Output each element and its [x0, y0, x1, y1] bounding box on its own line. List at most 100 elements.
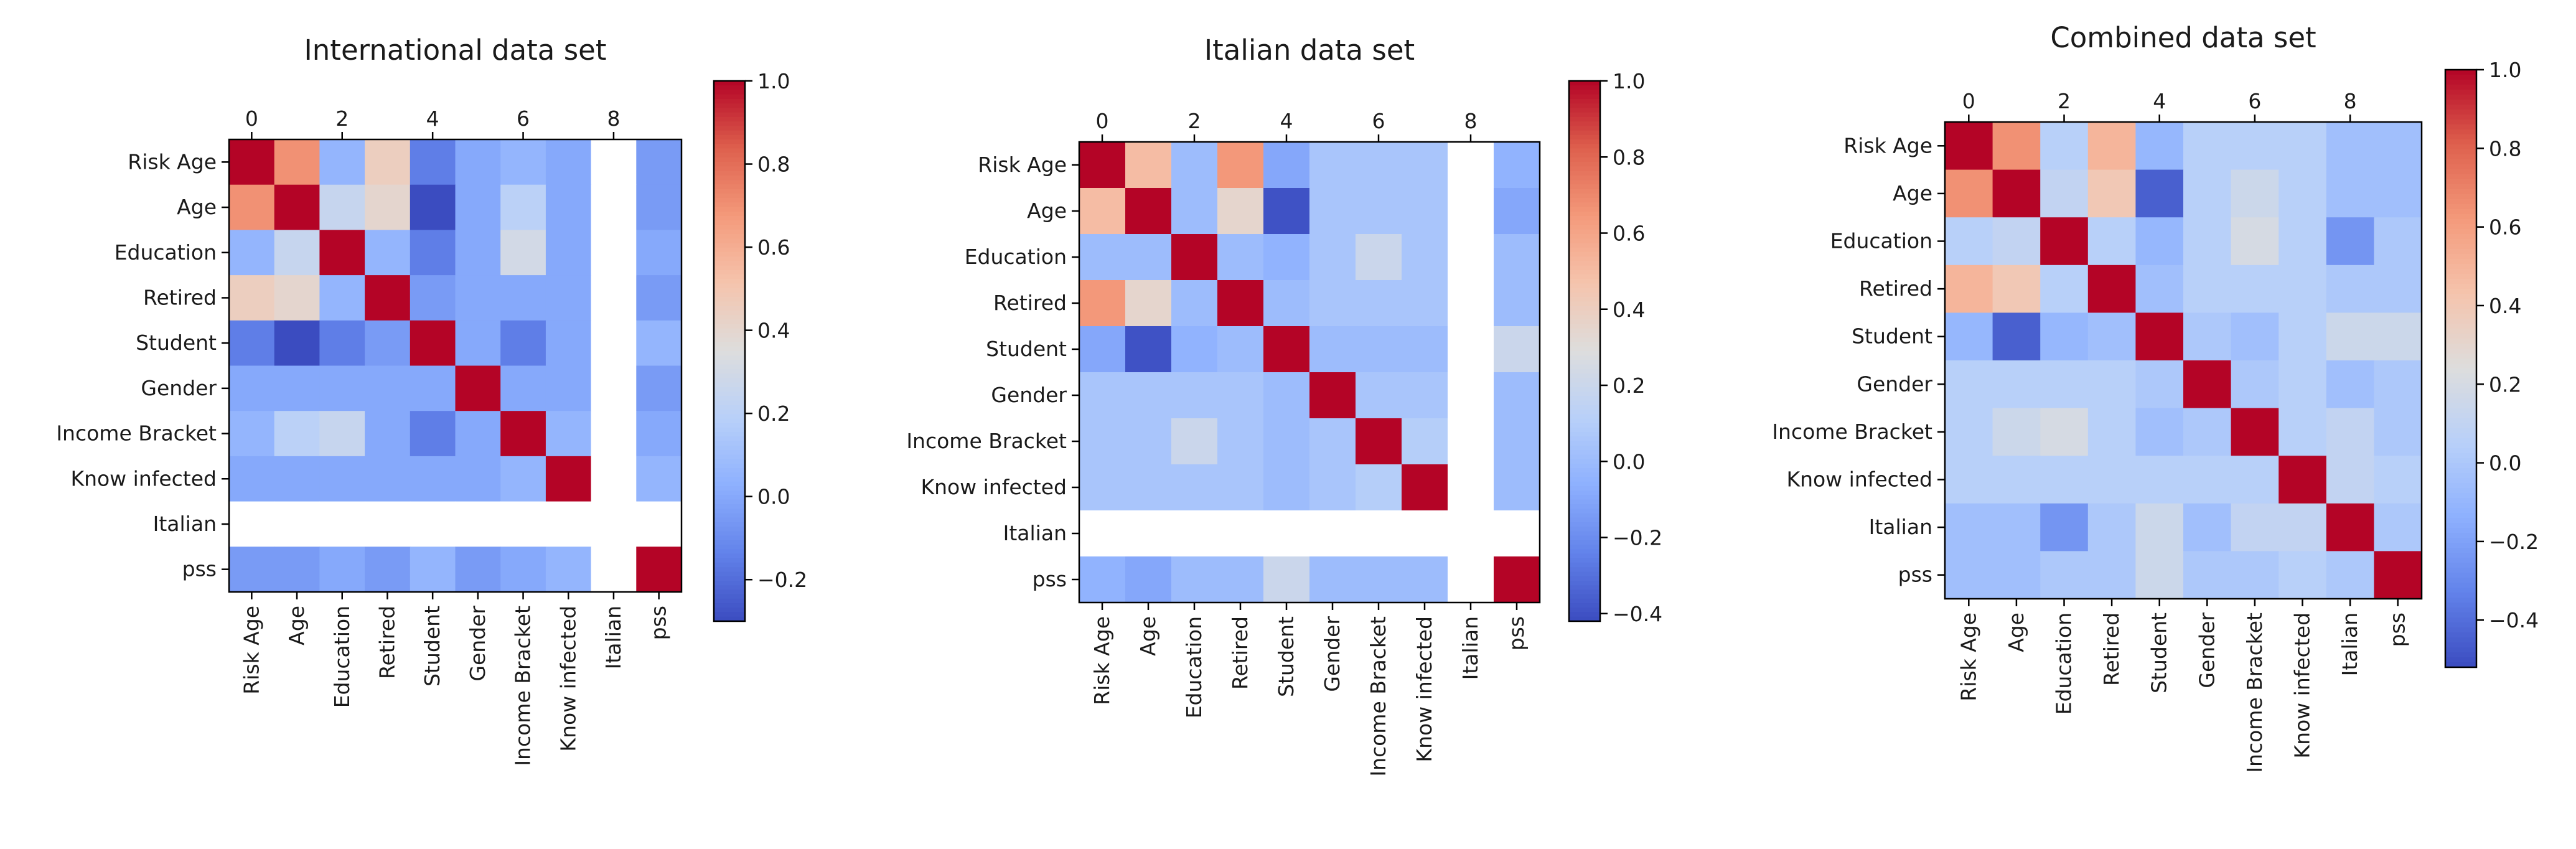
heatmap-cell [1494, 280, 1540, 327]
heatmap-cell [2087, 312, 2136, 361]
colorbar-segment [714, 427, 745, 433]
colorbar-segment [714, 477, 745, 482]
x-tick-label: Retired [2099, 612, 2124, 686]
colorbar-segment [714, 134, 745, 140]
colorbar-segment [2445, 503, 2476, 509]
heatmap-cell [274, 365, 320, 411]
colorbar-segment [714, 589, 745, 595]
heatmap-cell [229, 275, 275, 321]
heatmap-cell [1402, 464, 1448, 511]
heatmap-cell [2374, 265, 2422, 313]
y-tick-label: Education [965, 245, 1067, 269]
colorbar-segment [714, 301, 745, 307]
colorbar-segment [2445, 463, 2476, 469]
heatmap-cell [1309, 142, 1356, 189]
colorbar-segment [1569, 193, 1600, 199]
colorbar-segment [2445, 219, 2476, 225]
x-tick-label: Gender [1320, 616, 1344, 692]
heatmap-cell [545, 275, 592, 321]
colorbar-segment [2445, 299, 2476, 304]
heatmap-cell [2087, 503, 2136, 551]
colorbar-segment [1569, 562, 1600, 568]
x-tick-label: Income Bracket [2242, 612, 2267, 773]
y-tick-label: Age [177, 195, 217, 219]
heatmap-cell [1992, 503, 2041, 551]
heatmap-cell [2326, 122, 2374, 171]
heatmap-cell [2135, 169, 2184, 218]
colorbar-segment [714, 549, 745, 555]
colorbar-segment [2445, 334, 2476, 339]
heatmap-cell [1945, 551, 1993, 599]
heatmap-cell [2040, 312, 2089, 361]
heatmap-cell [2326, 408, 2374, 456]
colorbar-segment [1569, 481, 1600, 487]
colorbar-segment [2445, 533, 2476, 538]
x-tick-label: Age [2004, 612, 2028, 652]
colorbar-segment [714, 351, 745, 356]
colorbar-segment [1569, 157, 1600, 162]
heatmap-cell [1992, 169, 2041, 218]
heatmap-cell [500, 411, 546, 457]
colorbar-tick-label: 0.0 [1613, 449, 1645, 474]
heatmap-cell [1125, 510, 1172, 557]
colorbar-segment [714, 139, 745, 144]
heatmap-cell [636, 275, 682, 321]
colorbar-segment [2445, 194, 2476, 200]
colorbar-segment [2445, 115, 2476, 120]
colorbar-segment [2445, 438, 2476, 444]
colorbar-segment [714, 400, 745, 406]
colorbar-segment [714, 238, 745, 243]
heatmap-cell [2135, 265, 2184, 313]
colorbar-segment [1569, 576, 1600, 581]
colorbar-frame [713, 80, 746, 622]
y-tick-label: pss [182, 557, 217, 581]
heatmap-cell [636, 546, 682, 593]
heatmap-cell [1125, 280, 1172, 327]
heatmap-cell [1217, 556, 1264, 603]
colorbar-segment [1569, 432, 1600, 438]
colorbar-segment [2445, 538, 2476, 543]
heatmap-cell [1494, 510, 1540, 557]
heatmap-cell [2279, 169, 2327, 218]
heatmap-cell [229, 184, 275, 230]
colorbar-segment [1569, 540, 1600, 545]
colorbar-segment [1569, 549, 1600, 555]
colorbar-segment [2445, 169, 2476, 175]
heatmap-cell [455, 184, 501, 230]
heatmap-cell [2087, 169, 2136, 218]
heatmap-cell [2087, 265, 2136, 313]
heatmap-cell [2279, 456, 2327, 504]
heatmap-cell [636, 501, 682, 547]
y-tick-label: Know infected [920, 475, 1067, 499]
heatmap-cell [1263, 326, 1310, 373]
y-tick-label: Risk Age [128, 149, 217, 174]
heatmap-cell [1309, 372, 1356, 419]
heatmap-cell [1217, 326, 1264, 373]
heatmap-cell [636, 320, 682, 367]
heatmap-cell [1945, 265, 1993, 313]
colorbar-segment [2445, 657, 2476, 663]
colorbar-segment [1569, 333, 1600, 338]
colorbar-segment [714, 81, 745, 86]
colorbar-segment [1569, 509, 1600, 514]
heatmap-cell [2231, 312, 2279, 361]
colorbar-segment [2445, 583, 2476, 588]
colorbar-segment [1569, 108, 1600, 113]
colorbar-segment [2445, 553, 2476, 558]
heatmap-cell [2040, 169, 2089, 218]
colorbar-segment [2445, 408, 2476, 414]
colorbar-segment [714, 463, 745, 469]
colorbar-segment [1569, 144, 1600, 149]
heatmap-cell [229, 139, 275, 185]
x-tick-label: Student [2147, 612, 2171, 693]
colorbar-segment [1569, 585, 1600, 590]
colorbar-segment [2445, 558, 2476, 563]
heatmap-cell [500, 275, 546, 321]
colorbar-segment [714, 355, 745, 361]
heatmap-cell [2231, 408, 2279, 456]
heatmap-cell [591, 275, 637, 321]
heatmap-cell [1171, 510, 1218, 557]
colorbar-segment [2445, 259, 2476, 265]
heatmap-cell [1263, 280, 1310, 327]
x-tick-label: Gender [466, 606, 490, 682]
